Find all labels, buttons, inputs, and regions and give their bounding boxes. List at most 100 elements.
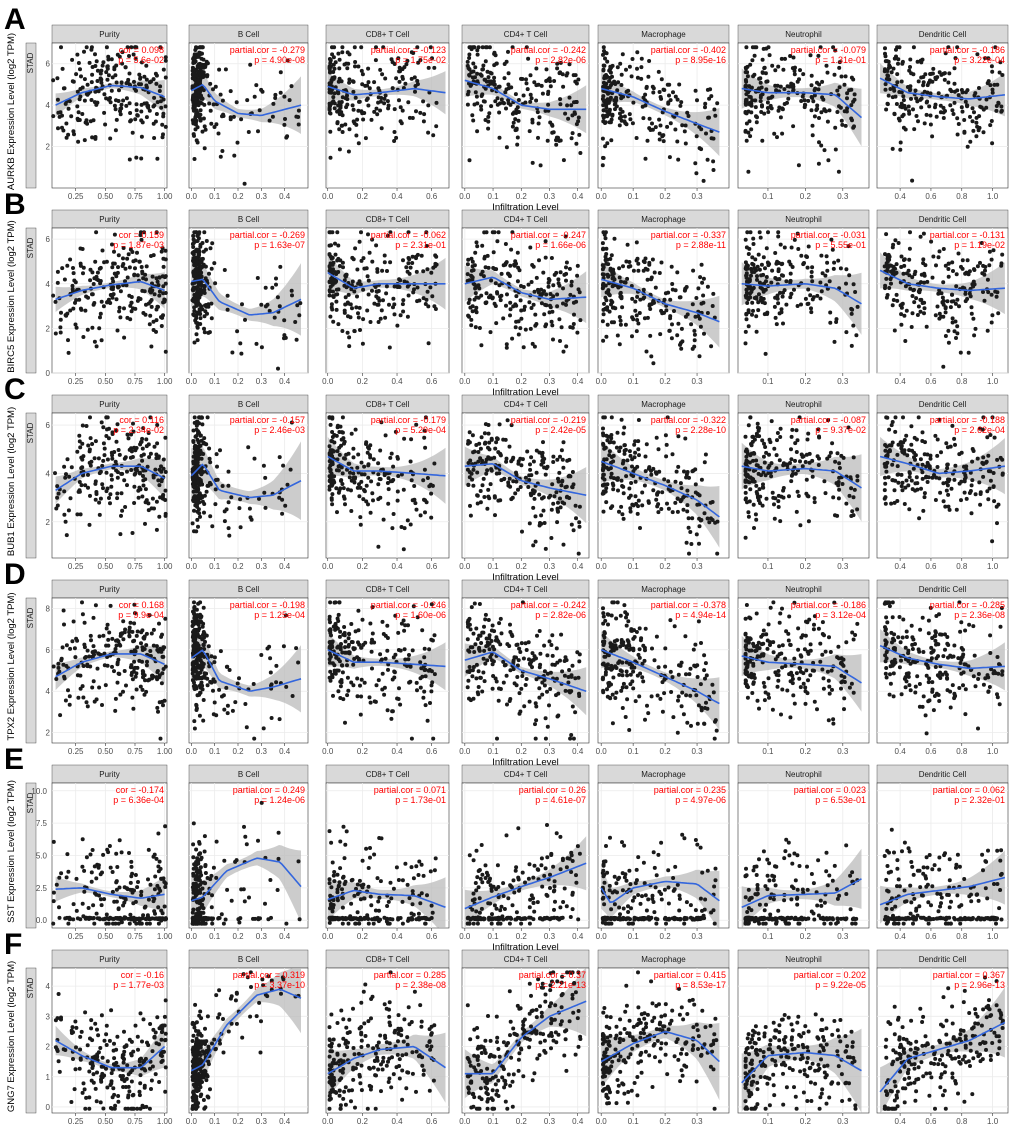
- data-point: [686, 516, 691, 521]
- data-point: [327, 67, 332, 72]
- data-point: [839, 74, 844, 79]
- data-point: [100, 482, 105, 487]
- data-point: [972, 110, 976, 115]
- data-point: [849, 87, 854, 92]
- data-point: [335, 510, 339, 515]
- data-point: [475, 470, 480, 475]
- data-point: [621, 459, 626, 464]
- data-point: [64, 533, 69, 538]
- data-point: [137, 259, 142, 264]
- data-point: [75, 89, 80, 94]
- data-point: [758, 80, 763, 85]
- data-point: [142, 74, 147, 79]
- data-point: [426, 130, 431, 135]
- data-point: [191, 312, 196, 317]
- data-point: [87, 60, 92, 65]
- data-point: [270, 114, 275, 119]
- data-point: [102, 92, 107, 97]
- data-point: [636, 439, 641, 444]
- data-point: [883, 46, 887, 51]
- data-point: [129, 295, 134, 299]
- data-point: [110, 287, 115, 292]
- data-point: [346, 61, 351, 66]
- data-point: [801, 72, 806, 77]
- data-point: [574, 81, 579, 86]
- x-tick-label: 1.00: [157, 377, 173, 386]
- data-point: [383, 93, 388, 98]
- data-point: [636, 321, 641, 326]
- data-point: [920, 57, 925, 62]
- data-point: [644, 442, 649, 447]
- data-point: [885, 101, 890, 106]
- data-point: [125, 275, 130, 280]
- data-point: [519, 76, 523, 81]
- data-point: [799, 99, 804, 103]
- y-axis-title: AURKB Expression Level (log2 TPM): [6, 33, 17, 190]
- data-point: [918, 234, 923, 239]
- data-point: [948, 87, 953, 92]
- data-point: [485, 69, 490, 74]
- data-point: [710, 304, 715, 308]
- data-point: [480, 269, 485, 274]
- data-point: [395, 498, 400, 503]
- data-point: [346, 451, 351, 456]
- data-point: [93, 439, 98, 444]
- data-point: [207, 271, 211, 276]
- data-point: [604, 51, 609, 56]
- data-point: [701, 276, 706, 281]
- data-point: [336, 243, 341, 248]
- data-point: [405, 58, 410, 63]
- data-point: [494, 321, 499, 326]
- p-value-label: p = 1.19e-02: [954, 240, 1005, 250]
- data-point: [198, 242, 203, 247]
- data-point: [532, 289, 537, 294]
- data-point: [601, 68, 606, 73]
- data-point: [402, 436, 407, 441]
- data-point: [347, 344, 352, 349]
- correlation-label: cor = 0.116: [119, 415, 164, 425]
- data-point: [536, 135, 540, 140]
- data-point: [810, 95, 815, 100]
- data-point: [831, 495, 836, 500]
- data-point: [844, 267, 849, 272]
- data-point: [229, 495, 234, 500]
- data-point: [114, 80, 119, 85]
- data-point: [678, 103, 683, 108]
- data-point: [551, 460, 556, 464]
- data-point: [636, 418, 641, 422]
- data-point: [409, 478, 414, 483]
- data-point: [781, 321, 785, 326]
- data-point: [604, 334, 609, 339]
- data-point: [131, 52, 136, 57]
- data-point: [220, 149, 225, 153]
- data-point: [760, 57, 765, 62]
- data-point: [834, 320, 839, 324]
- data-point: [194, 45, 198, 50]
- data-point: [577, 132, 582, 137]
- data-point: [409, 76, 414, 81]
- data-point: [896, 241, 901, 245]
- data-point: [364, 440, 369, 445]
- data-point: [355, 294, 359, 299]
- data-point: [560, 457, 565, 462]
- data-point: [625, 276, 630, 281]
- data-point: [576, 115, 581, 120]
- data-point: [335, 230, 340, 235]
- data-point: [744, 45, 749, 50]
- data-point: [578, 318, 583, 323]
- data-point: [405, 269, 410, 274]
- data-point: [628, 506, 633, 511]
- data-point: [198, 118, 203, 123]
- data-point: [62, 512, 67, 517]
- data-point: [473, 65, 478, 70]
- data-point: [328, 463, 333, 468]
- data-point: [102, 446, 107, 451]
- data-point: [119, 80, 124, 85]
- data-point: [194, 448, 199, 453]
- data-point: [750, 312, 754, 317]
- data-point: [360, 341, 365, 346]
- data-point: [424, 297, 429, 302]
- data-point: [355, 465, 360, 470]
- data-point: [246, 130, 251, 134]
